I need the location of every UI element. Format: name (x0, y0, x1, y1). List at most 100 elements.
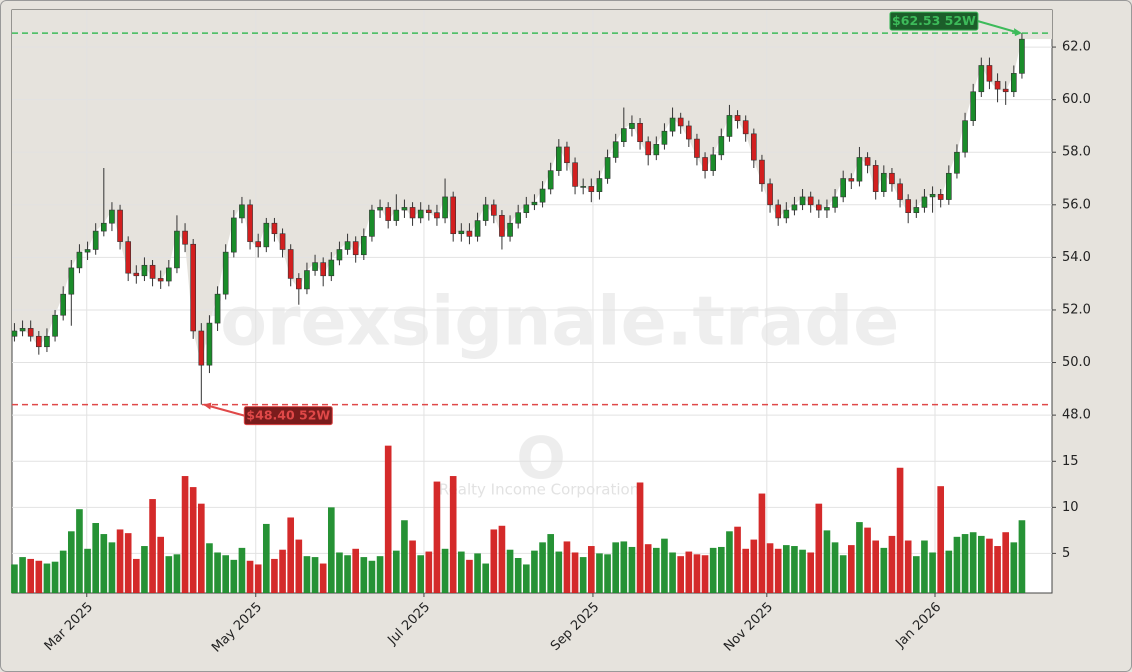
volume-bar (969, 532, 977, 593)
candle-body (645, 141, 652, 156)
volume-bar (376, 556, 384, 593)
candle-body (1010, 73, 1017, 93)
candle-body (986, 65, 993, 82)
candle-body (360, 236, 367, 256)
volume-bar (35, 560, 43, 593)
candle-body (328, 259, 335, 277)
volume-bar (197, 503, 205, 593)
volume-bar (782, 545, 790, 593)
volume-bar (661, 538, 668, 593)
candle-body (612, 141, 619, 158)
candle-body (945, 172, 952, 200)
candle-body (68, 267, 75, 295)
candle-body (214, 293, 221, 324)
annotation-box (889, 11, 979, 31)
candle-body (27, 328, 34, 337)
candle-body (190, 243, 197, 332)
candle-body (474, 220, 481, 237)
volume-bar (189, 487, 197, 593)
candle-body (994, 80, 1001, 90)
candle-body (434, 212, 440, 219)
volume-bar (124, 533, 132, 593)
volume-bar (1002, 532, 1010, 593)
volume-bar (596, 553, 603, 593)
candle-body (661, 130, 668, 145)
volume-bar (344, 555, 351, 593)
volume-bar (43, 563, 51, 593)
volume-bar (466, 559, 473, 593)
candle-body (889, 172, 895, 185)
volume-bar (539, 542, 546, 593)
candle-body (588, 186, 595, 192)
ticker-watermark: O (516, 424, 565, 492)
annotation-arrow (977, 20, 1021, 35)
candle-body (677, 117, 684, 127)
candle-body (100, 222, 107, 232)
volume-bar (417, 555, 425, 593)
volume-bar (742, 548, 750, 593)
candle-body (425, 209, 432, 213)
candle-body (271, 222, 278, 235)
volume-bar (1010, 542, 1018, 593)
volume-bar (587, 546, 595, 593)
candle-body (775, 204, 782, 219)
volume-bar (401, 520, 408, 593)
volume-bar (531, 550, 538, 593)
company-watermark: Realty Income Corporation (439, 481, 639, 499)
volume-bar (474, 553, 481, 593)
candle-body (547, 170, 554, 190)
volume-bar (807, 552, 815, 593)
volume-bar (847, 545, 855, 593)
candle-body (507, 222, 513, 237)
volume-bar (677, 556, 685, 593)
volume-bar (392, 550, 400, 593)
candle-body (864, 157, 871, 166)
candle-body (385, 207, 392, 221)
volume-bar (92, 523, 100, 593)
volume-bar (571, 552, 579, 593)
y-tick-label: 52.0 (1062, 302, 1091, 317)
volume-bar (84, 548, 91, 593)
annotation-arrow (204, 403, 245, 417)
volume-bar (319, 563, 327, 593)
volume-bar (994, 546, 1001, 593)
volume-bar (612, 542, 620, 593)
volume-bar (108, 542, 116, 593)
volume-bar (693, 554, 701, 593)
volume-bar (717, 546, 725, 593)
volume-bar (945, 550, 953, 593)
candle-body (604, 157, 611, 179)
volume-bar (482, 563, 490, 593)
candle-body (182, 230, 188, 245)
candle-body (702, 157, 708, 171)
candle-body (913, 207, 920, 213)
candle-body (523, 204, 530, 213)
volume-bar (457, 551, 465, 593)
volume-bar (644, 544, 652, 593)
candle-body (710, 154, 717, 171)
candle-body (897, 183, 903, 200)
arrow-head (203, 402, 212, 410)
candle-body (572, 162, 578, 187)
candle-body (466, 230, 473, 237)
candle-body (531, 201, 538, 206)
annotation-label: $48.40 52W (246, 408, 330, 423)
candle-body (409, 207, 416, 219)
candle-body (937, 193, 944, 200)
volume-bar (620, 541, 628, 593)
volume-bar (774, 548, 782, 593)
candle-body (230, 217, 237, 253)
volume-bar (59, 550, 67, 593)
candle-body (970, 91, 977, 121)
volume-bar (872, 540, 880, 593)
volume-bar (254, 564, 262, 593)
volume-bar (441, 548, 449, 593)
volume-bar (977, 535, 985, 593)
candle-body (499, 215, 505, 237)
candle-body (125, 241, 132, 274)
candle-body (620, 128, 627, 143)
volume-bar (685, 551, 693, 593)
candle-body (239, 204, 245, 219)
